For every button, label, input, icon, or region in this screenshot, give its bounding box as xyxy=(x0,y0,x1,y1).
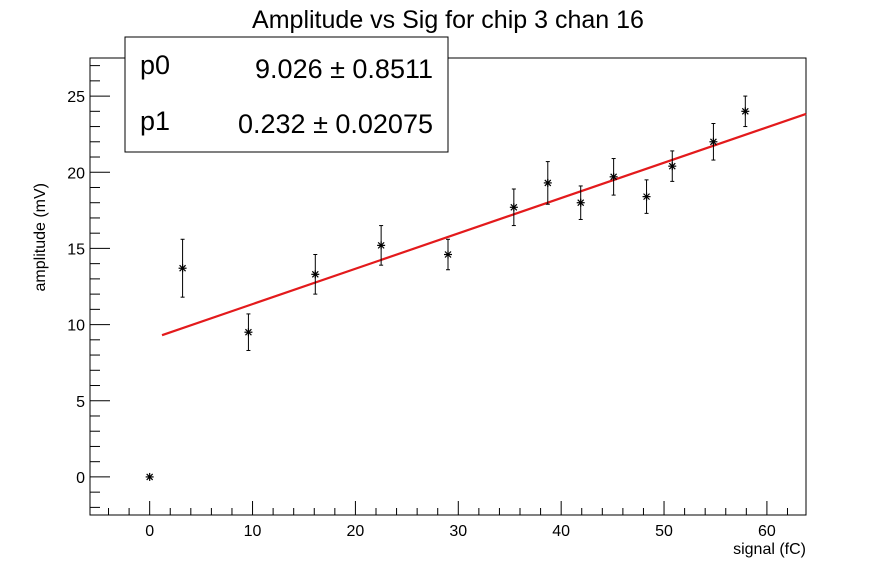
fit-stats-box: p0 9.026 ± 0.8511 p1 0.232 ± 0.02075 xyxy=(124,36,449,153)
star-marker xyxy=(642,192,651,201)
star-marker xyxy=(145,472,154,481)
star-marker xyxy=(576,198,585,207)
x-axis-title: signal (fC) xyxy=(733,541,806,558)
y-tick-label: 15 xyxy=(67,241,85,258)
data-point xyxy=(145,472,154,481)
data-point xyxy=(543,161,552,205)
y-tick-label: 20 xyxy=(67,165,85,182)
x-tick-label: 30 xyxy=(449,523,467,540)
data-point xyxy=(741,95,750,128)
chart-title: Amplitude vs Sig for chip 3 chan 16 xyxy=(252,6,644,34)
x-tick-label: 40 xyxy=(552,523,570,540)
x-tick-label: 60 xyxy=(758,523,776,540)
star-marker xyxy=(609,172,618,181)
stats-p0-value: 9.026 ± 0.8511 xyxy=(255,54,433,84)
y-axis-title: amplitude (mV) xyxy=(32,183,49,291)
star-marker xyxy=(709,137,718,146)
data-point xyxy=(668,150,677,182)
x-tick-label: 20 xyxy=(347,523,365,540)
star-marker xyxy=(741,107,750,116)
stats-box-frame xyxy=(124,36,449,153)
data-points xyxy=(145,95,750,481)
data-point xyxy=(609,158,618,196)
star-marker xyxy=(668,162,677,171)
data-point xyxy=(444,238,452,271)
y-tick-label: 25 xyxy=(67,89,85,106)
star-marker xyxy=(377,241,386,250)
data-point xyxy=(576,185,585,220)
x-tick-label: 10 xyxy=(244,523,262,540)
axis-ticks: 0 10 20 30 40 50 60 0 5 10 15 20 25 xyxy=(67,65,788,540)
fit-line xyxy=(161,112,807,337)
data-point xyxy=(709,123,718,161)
stats-p1-value: 0.232 ± 0.02075 xyxy=(238,109,433,139)
star-marker xyxy=(178,264,187,273)
data-point xyxy=(509,188,518,227)
y-tick-label: 10 xyxy=(67,318,85,335)
fit-line-group xyxy=(161,112,807,337)
stats-p1-label: p1 xyxy=(140,106,170,136)
star-marker xyxy=(244,328,253,337)
data-point xyxy=(642,179,651,214)
star-marker xyxy=(509,203,518,212)
data-point xyxy=(377,225,386,266)
y-tick-label: 5 xyxy=(76,394,85,411)
x-tick-label: 50 xyxy=(655,523,673,540)
y-tick-label: 0 xyxy=(76,470,85,487)
star-marker xyxy=(543,178,552,187)
data-point xyxy=(178,238,187,298)
data-point xyxy=(311,254,320,295)
star-marker xyxy=(444,250,452,259)
x-tick-label: 0 xyxy=(145,523,154,540)
data-point xyxy=(244,313,253,351)
stats-p0-label: p0 xyxy=(140,50,170,80)
star-marker xyxy=(311,270,320,279)
